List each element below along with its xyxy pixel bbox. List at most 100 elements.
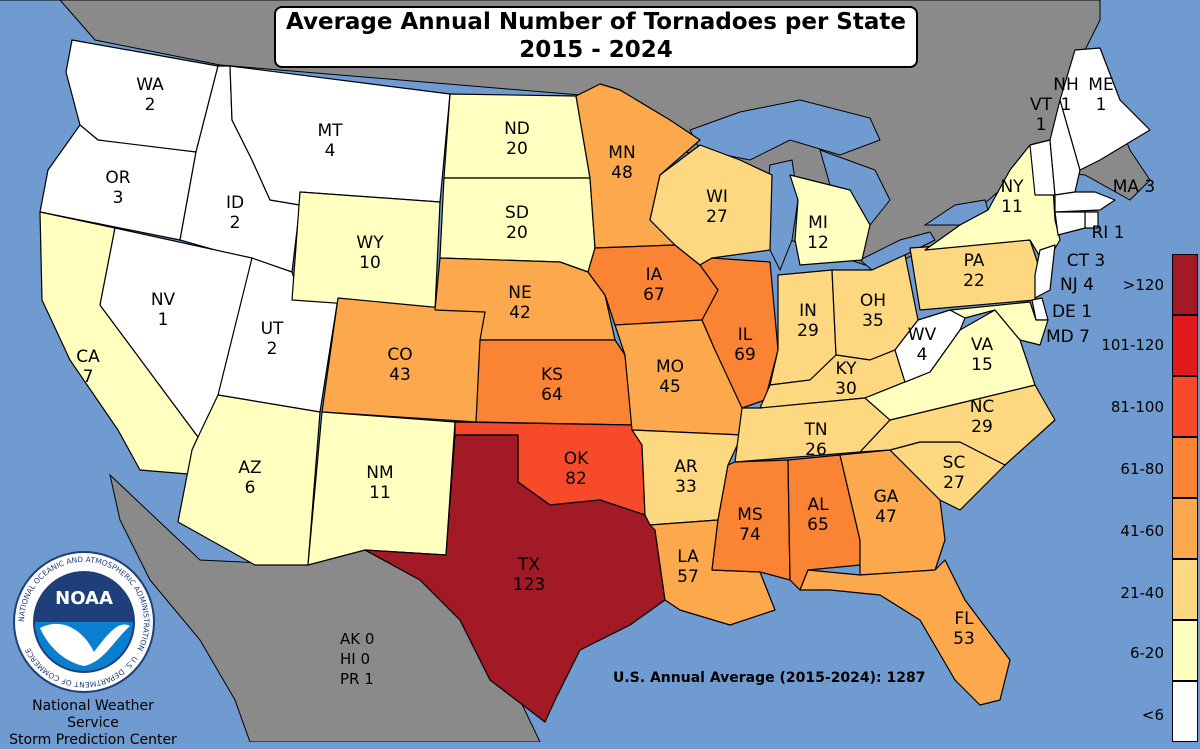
noaa-logo-text: NOAA	[55, 588, 113, 609]
state-ma[interactable]	[1054, 191, 1116, 213]
label-id-abbr: ID	[226, 193, 244, 213]
legend-label-61-80: 61-80	[1120, 460, 1164, 478]
state-fl[interactable]	[799, 559, 1011, 706]
map-title: Average Annual Number of Tornadoes per S…	[274, 6, 918, 68]
label-ar-abbr: AR	[674, 457, 698, 477]
label-tx-value: 123	[513, 575, 545, 595]
label-ne-value: 42	[509, 303, 531, 323]
us-annual-average: U.S. Annual Average (2015-2024): 1287	[613, 670, 926, 686]
label-mt: MT4	[317, 121, 343, 161]
label-tx-abbr: TX	[517, 555, 540, 575]
state-wi[interactable]	[649, 144, 773, 266]
label-vt-value: 1	[1036, 115, 1047, 135]
legend-label-lt6: <6	[1141, 706, 1164, 724]
label-id: ID2	[226, 193, 244, 233]
label-me-value: 1	[1096, 95, 1107, 115]
label-wa-value: 2	[145, 95, 156, 115]
label-ut: UT2	[261, 319, 284, 359]
label-wa-abbr: WA	[136, 75, 164, 95]
label-nd-value: 20	[506, 139, 528, 159]
title-line-1: Average Annual Number of Tornadoes per S…	[286, 9, 906, 35]
state-az[interactable]	[177, 394, 321, 566]
state-mi[interactable]	[789, 174, 871, 266]
label-al-value: 65	[807, 515, 829, 535]
label-oh-abbr: OH	[860, 291, 886, 311]
legend-label-101-120: 101-120	[1101, 336, 1164, 354]
legend-label-21-40: 21-40	[1120, 584, 1164, 602]
label-sc-value: 27	[943, 473, 965, 493]
legend-label-81-100: 81-100	[1110, 398, 1164, 416]
label-wa: WA2	[136, 75, 164, 115]
label-nv-abbr: NV	[151, 290, 176, 310]
noaa-bird-icon	[40, 623, 130, 666]
label-nc-abbr: NC	[970, 397, 995, 417]
label-co-value: 43	[389, 365, 411, 385]
label-nh-abbr: NH	[1053, 75, 1079, 95]
label-vt: VT1	[1030, 95, 1053, 135]
state-ct[interactable]	[1054, 211, 1086, 236]
label-ut-abbr: UT	[261, 319, 284, 339]
state-nj[interactable]	[1034, 244, 1056, 299]
agency-line-2: Storm Prediction Center	[9, 732, 177, 748]
label-ny-value: 11	[1001, 197, 1023, 217]
label-az-abbr: AZ	[238, 458, 261, 478]
noaa-seal-top	[34, 572, 134, 622]
state-me[interactable]	[1059, 47, 1151, 171]
state-tx[interactable]	[364, 434, 666, 723]
legend-swatch-lt6	[1172, 681, 1198, 742]
label-az: AZ6	[238, 458, 261, 498]
label-ks-abbr: KS	[541, 365, 563, 385]
legend-label-6-20: 6-20	[1129, 644, 1164, 662]
label-wv-abbr: WV	[908, 325, 937, 345]
label-wy-value: 10	[359, 253, 381, 273]
label-wy-abbr: WY	[356, 233, 384, 253]
label-ut-value: 2	[267, 339, 278, 359]
state-nh[interactable]	[1049, 99, 1081, 196]
legend-swatch-6-20	[1172, 620, 1198, 681]
label-ne-abbr: NE	[508, 283, 531, 303]
label-ct: CT 3	[1067, 251, 1105, 271]
label-nm-value: 11	[369, 483, 391, 503]
state-md[interactable]	[949, 301, 1049, 346]
legend-swatch-41-60	[1172, 498, 1198, 559]
legend-swatch-101-120	[1172, 315, 1198, 376]
agency-line-1: National Weather Service	[32, 698, 154, 731]
label-ca-abbr: CA	[76, 347, 100, 367]
label-nh: NH1	[1053, 75, 1079, 115]
state-wv[interactable]	[894, 309, 966, 383]
legend-swatch-gt120	[1172, 254, 1198, 315]
label-nm-abbr: NM	[366, 463, 393, 483]
label-ri: RI 1	[1091, 223, 1124, 243]
label-id-value: 2	[230, 213, 241, 233]
label-mi-abbr: MI	[808, 213, 828, 233]
label-in-abbr: IN	[799, 301, 817, 321]
label-nh-value: 1	[1061, 95, 1072, 115]
label-mt-abbr: MT	[317, 121, 343, 141]
label-nd-abbr: ND	[504, 119, 530, 139]
label-ga-abbr: GA	[874, 487, 899, 507]
state-il[interactable]	[699, 257, 779, 409]
label-mn-abbr: MN	[608, 143, 635, 163]
footnote-pr: PR 1	[340, 670, 374, 688]
label-nv: NV1	[151, 290, 176, 330]
label-mi-value: 12	[807, 233, 829, 253]
label-la-value: 57	[677, 567, 699, 587]
label-pa-abbr: PA	[964, 251, 985, 271]
